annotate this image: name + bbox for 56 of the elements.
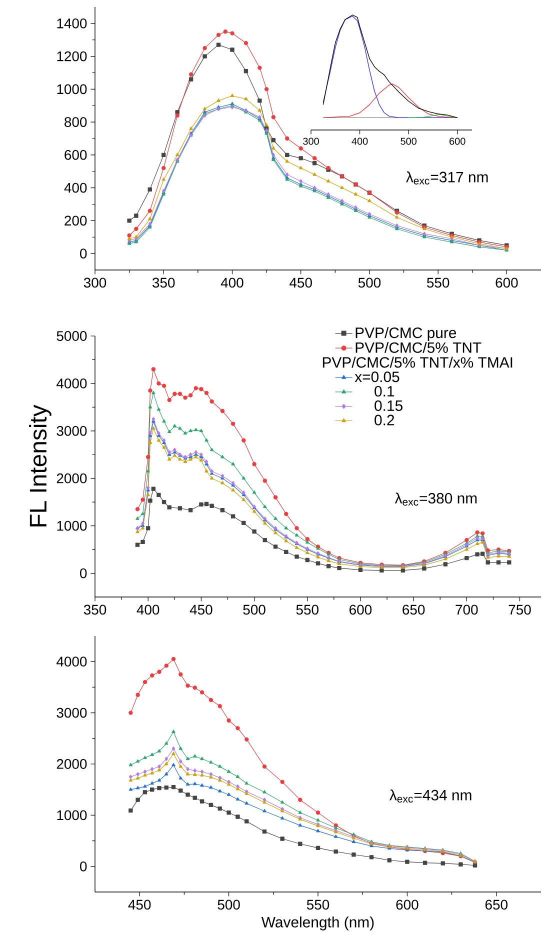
x-tick-label: 300 [84,278,106,288]
y-tick-label: 4000 [56,656,87,667]
x-tick-label: 400 [220,278,244,288]
y-tick-label: 400 [64,182,87,193]
y-tick-label: 200 [64,216,87,226]
y-tick-label: 0 [80,248,87,258]
y-tick-label: 2000 [56,473,87,484]
annotation: λ$_{exc}$=317 nm [406,171,488,184]
x-tick-label: 300 [303,138,319,145]
x-tick-label: 650 [485,900,508,910]
annotation: λ$_{exc}$=434 nm [390,789,472,803]
x-tick-label: 500 [400,138,417,145]
y-tick-label: 3000 [56,708,87,718]
y-axis-title: FL Intensity [29,404,52,526]
y-tick-label: 1000 [57,810,87,820]
x-tick-label: 400 [136,604,160,615]
y-tick-label: 4000 [56,378,87,388]
y-tick-label: 3000 [56,426,87,436]
x-tick-label: 450 [290,278,312,288]
x-tick-label: 550 [296,604,318,615]
x-tick-label: 450 [128,900,151,910]
y-tick-label: 1000 [57,84,87,94]
y-tick-label: 1400 [57,18,87,28]
x-tick-label: 600 [350,604,372,615]
y-tick-label: 5000 [56,331,87,341]
legend-label: PVP/CMC/5% TNT [356,342,482,353]
x-axis-title: Wavelength (nm) [261,916,374,930]
x-tick-label: 500 [218,900,240,910]
x-tick-label: 600 [496,278,518,288]
legend-label: x=0.05 [354,372,400,382]
x-tick-label: 450 [190,604,212,615]
legend-label: PVP/CMC pure [356,327,456,342]
legend-label: 0.1 [374,386,394,397]
y-tick-label: 800 [64,117,87,127]
x-tick-label: 700 [456,604,478,615]
y-tick-label: 2000 [56,759,87,769]
legend-title: PVP/CMC/5% TNT/x% TMAI [322,356,512,368]
y-tick-label: 0 [80,861,87,872]
x-tick-label: 500 [358,278,381,288]
x-tick-label: 550 [427,278,450,288]
annotation: λ$_{exc}$=380 nm [394,492,477,506]
y-tick-label: 1200 [57,51,87,62]
legend-label: 0.2 [374,414,394,426]
y-tick-label: 600 [64,150,87,160]
y-tick-label: 0 [80,568,87,578]
x-tick-label: 400 [352,138,368,145]
x-tick-label: 550 [306,900,330,910]
x-tick-label: 650 [402,604,425,615]
x-tick-label: 600 [396,900,418,910]
x-tick-label: 750 [508,604,531,615]
x-tick-label: 350 [84,604,106,615]
x-tick-label: 500 [243,604,266,615]
x-tick-label: 600 [450,138,466,145]
x-tick-label: 350 [152,278,175,288]
legend-label: 0.15 [374,400,402,411]
y-tick-label: 1000 [57,520,87,531]
